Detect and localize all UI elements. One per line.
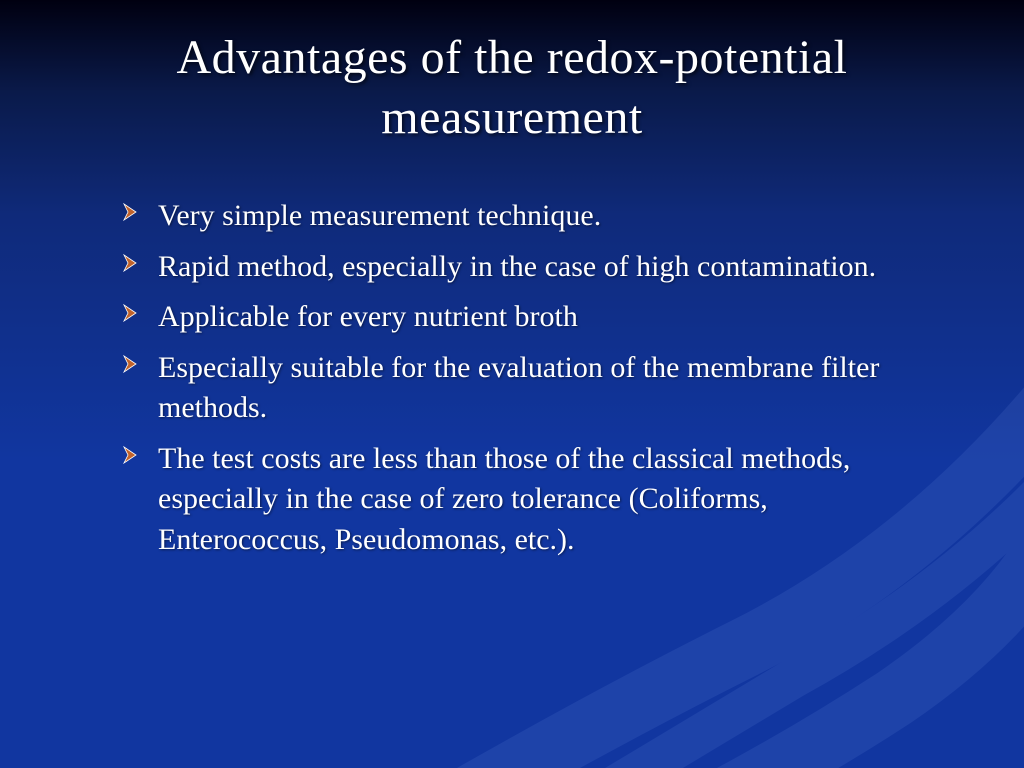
chevron-right-icon [120, 202, 140, 222]
chevron-right-icon [120, 445, 140, 465]
slide-body: Very simple measurement technique. Rapid… [0, 148, 1024, 560]
list-item: The test costs are less than those of th… [120, 439, 924, 561]
chevron-right-icon [120, 253, 140, 273]
bullet-text: The test costs are less than those of th… [158, 442, 850, 556]
bullet-text: Rapid method, especially in the case of … [158, 250, 876, 283]
list-item: Applicable for every nutrient broth [120, 297, 924, 338]
bullet-text: Very simple measurement technique. [158, 199, 601, 232]
bullet-list: Very simple measurement technique. Rapid… [120, 196, 924, 560]
slide-title: Advantages of the redox-potential measur… [0, 0, 1024, 148]
list-item: Especially suitable for the evaluation o… [120, 348, 924, 429]
list-item: Very simple measurement technique. [120, 196, 924, 237]
chevron-right-icon [120, 303, 140, 323]
bullet-text: Especially suitable for the evaluation o… [158, 351, 879, 425]
bullet-text: Applicable for every nutrient broth [158, 300, 578, 333]
list-item: Rapid method, especially in the case of … [120, 247, 924, 288]
chevron-right-icon [120, 354, 140, 374]
